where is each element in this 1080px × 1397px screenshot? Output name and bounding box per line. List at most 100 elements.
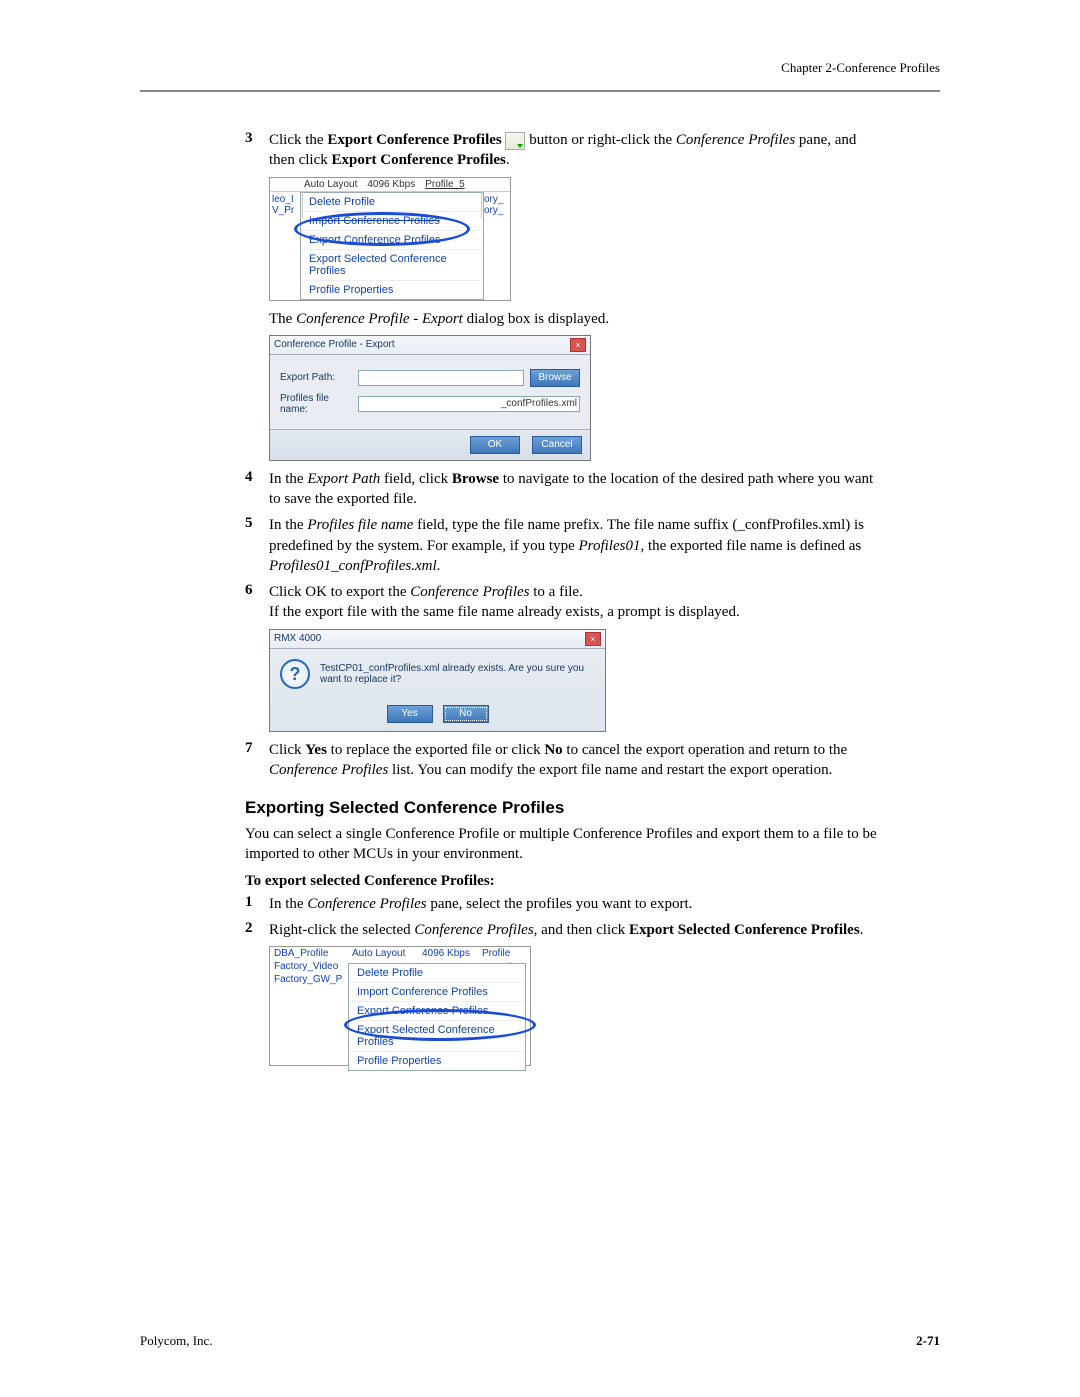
spacer xyxy=(245,309,269,329)
t: In the xyxy=(269,517,307,533)
c: 4096 Kbps xyxy=(422,948,482,959)
t: Export Conference Profiles xyxy=(327,132,501,148)
step-text: Right-click the selected Conference Prof… xyxy=(269,920,880,940)
no-button[interactable]: No xyxy=(443,705,489,723)
t: Conference Profiles xyxy=(307,896,426,912)
t: Export Conference Profiles xyxy=(331,152,505,168)
menu-export-profiles[interactable]: Export Conference Profiles xyxy=(349,1002,525,1021)
t: pane, select the profiles you want to ex… xyxy=(427,896,693,912)
menu-export-selected-profiles[interactable]: Export Selected Conference Profiles xyxy=(349,1021,525,1052)
menu-profile-properties[interactable]: Profile Properties xyxy=(349,1052,525,1070)
context-menu-screenshot-1: Auto Layout 4096 Kbps Profile_5 leo_I V_… xyxy=(269,177,511,301)
t: Right-click the selected xyxy=(269,922,414,938)
t: Yes xyxy=(305,742,327,758)
menu-delete-profile[interactable]: Delete Profile xyxy=(349,964,525,983)
step-5: 5 In the Profiles file name field, type … xyxy=(245,515,880,576)
menu-profile-properties[interactable]: Profile Properties xyxy=(301,281,483,299)
t: Conference Profiles xyxy=(410,584,529,600)
section-heading: Exporting Selected Conference Profiles xyxy=(245,798,880,818)
export-dialog: Conference Profile - Export × Export Pat… xyxy=(269,335,591,461)
menu-export-profiles[interactable]: Export Conference Profiles xyxy=(301,231,483,250)
step-text: Click Yes to replace the exported file o… xyxy=(269,740,880,781)
cancel-button[interactable]: Cancel xyxy=(532,436,582,454)
step-6: 6 Click OK to export the Conference Prof… xyxy=(245,582,880,623)
menu-import-profiles[interactable]: Import Conference Profiles xyxy=(349,983,525,1002)
t: . xyxy=(506,152,510,168)
t: . xyxy=(437,558,441,574)
file-name-input[interactable]: _confProfiles.xml xyxy=(358,396,580,412)
t: Browse xyxy=(452,471,499,487)
step-text: Click the Export Conference Profiles but… xyxy=(269,130,880,171)
row: ory_ xyxy=(484,205,508,216)
export-profiles-icon xyxy=(505,132,525,150)
t: Export Path xyxy=(307,471,380,487)
c: Profile xyxy=(482,948,510,959)
browse-button[interactable]: Browse xyxy=(530,369,580,387)
prompt-titlebar: RMX 4000 × xyxy=(270,630,605,649)
t: Conference Profiles xyxy=(269,762,388,778)
t: button or right-click the xyxy=(529,132,676,148)
ok-button[interactable]: OK xyxy=(470,436,520,454)
s2-step-1: 1 In the Conference Profiles pane, selec… xyxy=(245,894,880,914)
prompt-footer: Yes No xyxy=(270,699,605,731)
procedure-heading: To export selected Conference Profiles: xyxy=(245,873,880,890)
bg-row: DBA_Profile Auto Layout 4096 Kbps Profil… xyxy=(270,947,530,960)
t: . xyxy=(860,922,864,938)
ctx-header: Auto Layout 4096 Kbps Profile_5 xyxy=(270,178,510,192)
step-number: 7 xyxy=(245,740,269,781)
t: , the exported file name is defined as xyxy=(640,538,861,554)
t: Conference Profiles, xyxy=(414,922,537,938)
export-path-label: Export Path: xyxy=(280,372,358,383)
step-number: 4 xyxy=(245,469,269,510)
file-name-row: Profiles file name: _confProfiles.xml xyxy=(280,393,580,415)
step-3: 3 Click the Export Conference Profiles b… xyxy=(245,130,880,171)
hdr-layout: Auto Layout xyxy=(304,179,357,190)
t: Profiles01_confProfiles.xml xyxy=(269,558,437,574)
section-intro: You can select a single Conference Profi… xyxy=(245,824,880,865)
row: ory_ xyxy=(484,194,508,205)
t: In the xyxy=(269,896,307,912)
hdr-rate: 4096 Kbps xyxy=(367,179,415,190)
ctx-right-col: ory_ ory_ xyxy=(481,192,510,218)
c: Factory_GW_P xyxy=(274,974,352,985)
t: No xyxy=(544,742,562,758)
t: and then click xyxy=(537,922,629,938)
t: Click the xyxy=(269,132,327,148)
t: Click OK to export the xyxy=(269,584,410,600)
step-text: In the Conference Profiles pane, select … xyxy=(269,894,880,914)
t: to a file. xyxy=(530,584,583,600)
replace-prompt: RMX 4000 × ? TestCP01_confProfiles.xml a… xyxy=(269,629,606,732)
context-menu: Delete Profile Import Conference Profile… xyxy=(348,963,526,1071)
dialog-titlebar: Conference Profile - Export × xyxy=(270,336,590,355)
t: Export Selected Conference Profiles xyxy=(629,922,860,938)
t: dialog box is displayed. xyxy=(463,311,609,327)
close-icon[interactable]: × xyxy=(585,632,601,646)
t: If the export file with the same file na… xyxy=(269,604,740,620)
footer-page-number: 2-71 xyxy=(916,1333,940,1349)
step-text: Click OK to export the Conference Profil… xyxy=(269,582,880,623)
yes-button[interactable]: Yes xyxy=(387,705,433,723)
dialog-body: Export Path: Browse Profiles file name: … xyxy=(270,355,590,429)
step-number: 3 xyxy=(245,130,269,171)
dialog-footer: OK Cancel xyxy=(270,429,590,460)
t: Profiles file name xyxy=(307,517,413,533)
menu-export-selected-profiles[interactable]: Export Selected Conference Profiles xyxy=(301,250,483,281)
step-3b: The Conference Profile - Export dialog b… xyxy=(245,309,880,329)
t: list. You can modify the export file nam… xyxy=(388,762,832,778)
prompt-message: TestCP01_confProfiles.xml already exists… xyxy=(320,659,595,685)
t: Profiles01 xyxy=(579,538,641,554)
t: to cancel the export operation and retur… xyxy=(563,742,847,758)
step-7: 7 Click Yes to replace the exported file… xyxy=(245,740,880,781)
chapter-header: Chapter 2-Conference Profiles xyxy=(781,60,940,76)
c: Auto Layout xyxy=(352,948,422,959)
close-icon[interactable]: × xyxy=(570,338,586,352)
page-footer: Polycom, Inc. 2-71 xyxy=(140,1333,940,1349)
step-number: 2 xyxy=(245,920,269,940)
t: to replace the exported file or click xyxy=(327,742,544,758)
menu-import-profiles[interactable]: Import Conference Profiles xyxy=(301,212,483,231)
menu-delete-profile[interactable]: Delete Profile xyxy=(301,193,483,212)
file-name-label: Profiles file name: xyxy=(280,393,358,415)
export-path-input[interactable] xyxy=(358,370,524,386)
s2-step-2: 2 Right-click the selected Conference Pr… xyxy=(245,920,880,940)
t: Click xyxy=(269,742,305,758)
